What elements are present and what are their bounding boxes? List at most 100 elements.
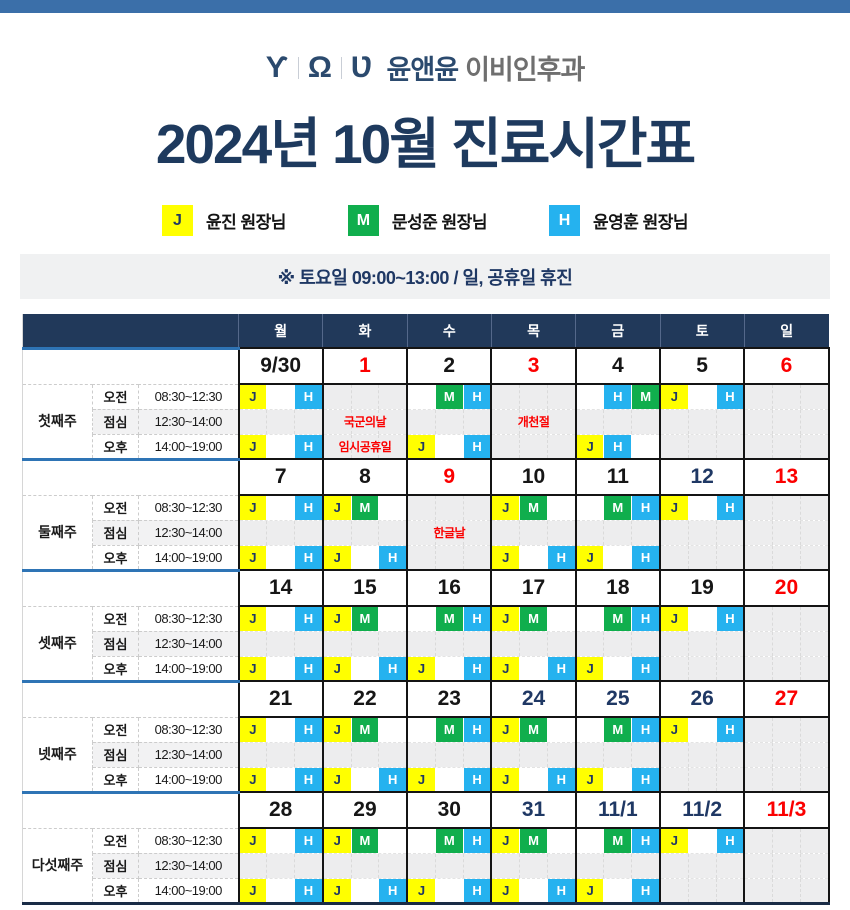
doctor-name-j: 윤진 원장님 [205,213,286,232]
doctor-badge-letter: H [716,829,744,853]
doctor-badge-letter: M [351,496,379,520]
doctor-badge-j: J [661,607,689,631]
doctor-badge-letter: H [604,434,632,458]
doctor-badge-h: H [463,434,491,458]
date-cell: 23 [406,680,493,718]
empty-slot [324,853,352,878]
empty-slot [604,520,633,545]
empty-slot [689,385,717,409]
schedule-cell [237,519,324,545]
slot-group [745,545,827,569]
doctor-badge-letter: J [492,878,520,902]
doctor-badge-letter: M [351,607,379,631]
doctor-badge-letter: J [408,878,435,902]
empty-slot [520,767,548,791]
doctor-badge-j: J [492,607,521,631]
empty-slot [773,607,801,631]
empty-slot [408,520,436,545]
empty-slot [267,829,296,853]
doctor-badge-j: J [239,434,268,458]
schedule-cell [237,630,324,656]
slot-group [240,742,322,767]
empty-slot [661,742,689,767]
period-row: 오후 14:00~19:00 J H 임시공휴일 J H J H [23,433,830,460]
empty-slot [773,767,801,791]
empty-slot [604,656,633,680]
holiday-label: 한글날 [433,526,466,540]
period-label: 오후 [92,766,139,793]
empty-slot [773,409,801,434]
schedule-cell [743,655,830,681]
empty-slot [717,879,744,902]
date-cell: 25 [574,680,662,718]
legend-item-h: H 윤영훈 원장님 [548,205,689,236]
date-cell: 9 [406,458,493,496]
doctor-badge-letter: J [408,656,435,680]
doctor-badge-m: M [351,829,380,853]
empty-slot [604,545,633,569]
slot-group [324,853,406,878]
slot-group [745,409,827,434]
time-label: 08:30~12:30 [137,605,240,632]
doctor-badge-j: J [239,385,268,409]
slot-group [745,878,827,902]
date-cell: 21 [237,680,324,718]
empty-slot [324,409,352,434]
schedule-cell [658,519,746,545]
period-label: 오전 [92,716,139,743]
doctor-badge-j: J [576,878,605,902]
doctor-badge-letter: H [716,607,744,631]
time-label: 12:30~14:00 [137,741,240,768]
empty-slot [436,545,464,569]
empty-slot [773,853,801,878]
date-cell: 17 [490,569,577,607]
doctor-badge-j: J [492,829,521,853]
doctor-badge-j: J [323,496,352,520]
doctor-badge-h: H [295,607,322,631]
schedule-cell [658,877,746,903]
empty-slot [745,853,774,878]
date-cell: 13 [743,458,830,496]
empty-slot [689,853,717,878]
schedule-cell [490,852,577,878]
date-cell: 20 [743,569,830,607]
doctor-badge-letter: M [632,385,659,409]
empty-slot [717,410,744,434]
empty-slot [801,657,828,681]
doctor-badge-letter: J [239,434,267,458]
period-row: 오후 14:00~19:00 J H J H J H J H J H [23,877,830,904]
empty-slot [464,632,491,656]
empty-slot [436,767,464,791]
empty-slot [745,496,774,520]
day-header-cell: 화 [322,314,408,348]
doctor-badge-h: H [547,878,575,902]
empty-slot [324,434,352,458]
slot-group [745,385,827,409]
time-label: 12:30~14:00 [137,519,240,546]
doctor-badge-letter: H [632,718,659,742]
slot-group [408,545,490,569]
time-label: 12:30~14:00 [137,408,240,435]
doctor-badge-j: J [408,656,436,680]
doctor-badge-m: M [347,205,379,236]
doctor-badge-letter: J [661,718,688,742]
doctor-badge-letter: H [463,767,491,791]
period-row: 오후 14:00~19:00 J H J H J H J H J H [23,766,830,793]
empty-slot [492,853,521,878]
date-cell: 27 [743,680,830,718]
empty-slot [577,520,605,545]
doctor-badge-letter: J [239,545,267,569]
